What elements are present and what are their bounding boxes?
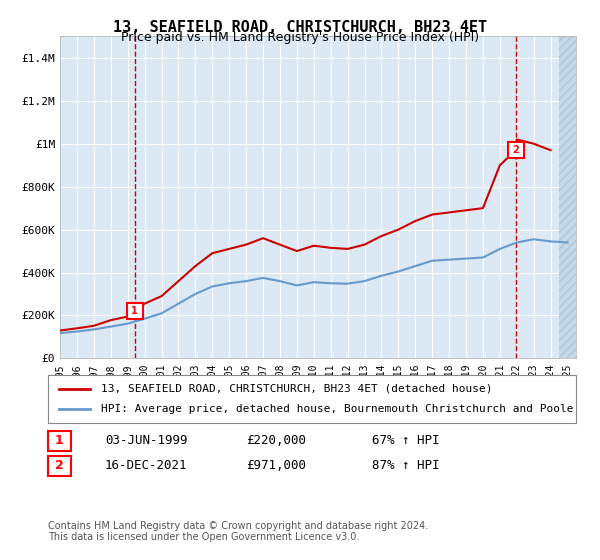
Bar <box>559 36 576 358</box>
Text: £220,000: £220,000 <box>246 434 306 447</box>
Text: 1: 1 <box>55 434 64 447</box>
Text: 87% ↑ HPI: 87% ↑ HPI <box>372 459 439 473</box>
Text: 67% ↑ HPI: 67% ↑ HPI <box>372 434 439 447</box>
Text: 16-DEC-2021: 16-DEC-2021 <box>105 459 187 473</box>
Text: 2: 2 <box>513 145 520 155</box>
Text: 13, SEAFIELD ROAD, CHRISTCHURCH, BH23 4ET (detached house): 13, SEAFIELD ROAD, CHRISTCHURCH, BH23 4E… <box>101 384 493 394</box>
Text: 13, SEAFIELD ROAD, CHRISTCHURCH, BH23 4ET: 13, SEAFIELD ROAD, CHRISTCHURCH, BH23 4E… <box>113 20 487 35</box>
Text: £971,000: £971,000 <box>246 459 306 473</box>
Text: 2: 2 <box>55 459 64 473</box>
Text: 1: 1 <box>131 306 138 316</box>
Text: Price paid vs. HM Land Registry's House Price Index (HPI): Price paid vs. HM Land Registry's House … <box>121 31 479 44</box>
Text: Contains HM Land Registry data © Crown copyright and database right 2024.
This d: Contains HM Land Registry data © Crown c… <box>48 521 428 543</box>
Text: HPI: Average price, detached house, Bournemouth Christchurch and Poole: HPI: Average price, detached house, Bour… <box>101 404 574 414</box>
Text: 03-JUN-1999: 03-JUN-1999 <box>105 434 187 447</box>
